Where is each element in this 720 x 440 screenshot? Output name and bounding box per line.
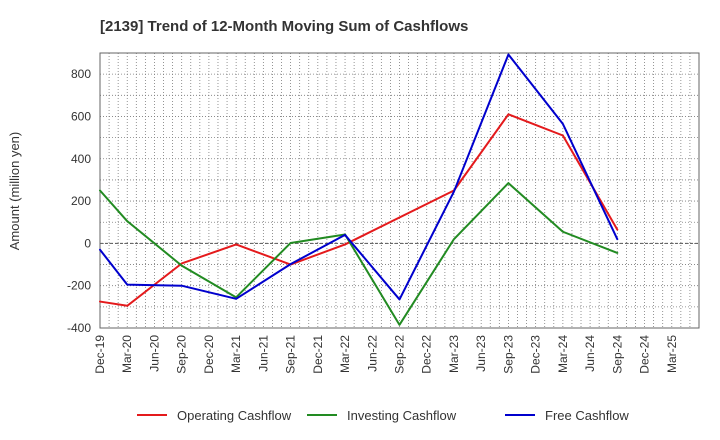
x-tick-label: Dec-19 bbox=[93, 335, 107, 374]
x-tick-label: Sep-20 bbox=[175, 335, 189, 374]
legend: Operating Cashflow Investing Cashflow Free… bbox=[137, 408, 629, 423]
x-tick-label: Mar-24 bbox=[556, 335, 570, 373]
x-tick-label: Mar-25 bbox=[665, 335, 679, 373]
x-tick-label: Mar-20 bbox=[120, 335, 134, 373]
x-tick-label: Dec-23 bbox=[529, 335, 543, 374]
x-tick-label: Dec-24 bbox=[638, 335, 652, 374]
x-tick-label: Dec-21 bbox=[311, 335, 325, 374]
x-tick-label: Jun-22 bbox=[365, 335, 379, 372]
x-tick-label: Sep-22 bbox=[393, 335, 407, 374]
x-tick-label: Sep-23 bbox=[501, 335, 515, 374]
x-tick-label: Jun-23 bbox=[474, 335, 488, 372]
plot-area: -400 -200 0 200 400 600 800 Dec-19 Mar-20 Jun-20 S… bbox=[67, 52, 700, 374]
y-tick-label: 400 bbox=[71, 152, 91, 166]
legend-label: Free Cashflow bbox=[545, 408, 629, 423]
series-line bbox=[99, 53, 619, 301]
x-tick-label: Jun-20 bbox=[147, 335, 161, 372]
legend-label: Investing Cashflow bbox=[347, 408, 457, 423]
x-tick-label: Jun-24 bbox=[583, 335, 597, 372]
y-tick-label: 0 bbox=[84, 236, 91, 250]
x-tick-label: Sep-21 bbox=[284, 335, 298, 374]
x-tick-label: Jun-21 bbox=[256, 335, 270, 372]
y-tick-label: -200 bbox=[67, 279, 91, 293]
y-tick-label: 200 bbox=[71, 194, 91, 208]
x-tick-label: Mar-23 bbox=[447, 335, 461, 373]
x-tick-label: Dec-22 bbox=[420, 335, 434, 374]
y-axis-label: Amount (million yen) bbox=[7, 132, 22, 251]
x-tick-label: Dec-20 bbox=[202, 335, 216, 374]
y-tick-label: 600 bbox=[71, 109, 91, 123]
y-tick-label: 800 bbox=[71, 67, 91, 81]
chart-title: [2139] Trend of 12-Month Moving Sum of C… bbox=[100, 18, 468, 35]
x-tick-label: Mar-21 bbox=[229, 335, 243, 373]
legend-label: Operating Cashflow bbox=[177, 408, 292, 423]
x-tick-label: Sep-24 bbox=[610, 335, 624, 374]
y-tick-label: -400 bbox=[67, 321, 91, 335]
x-tick-label: Mar-22 bbox=[338, 335, 352, 373]
